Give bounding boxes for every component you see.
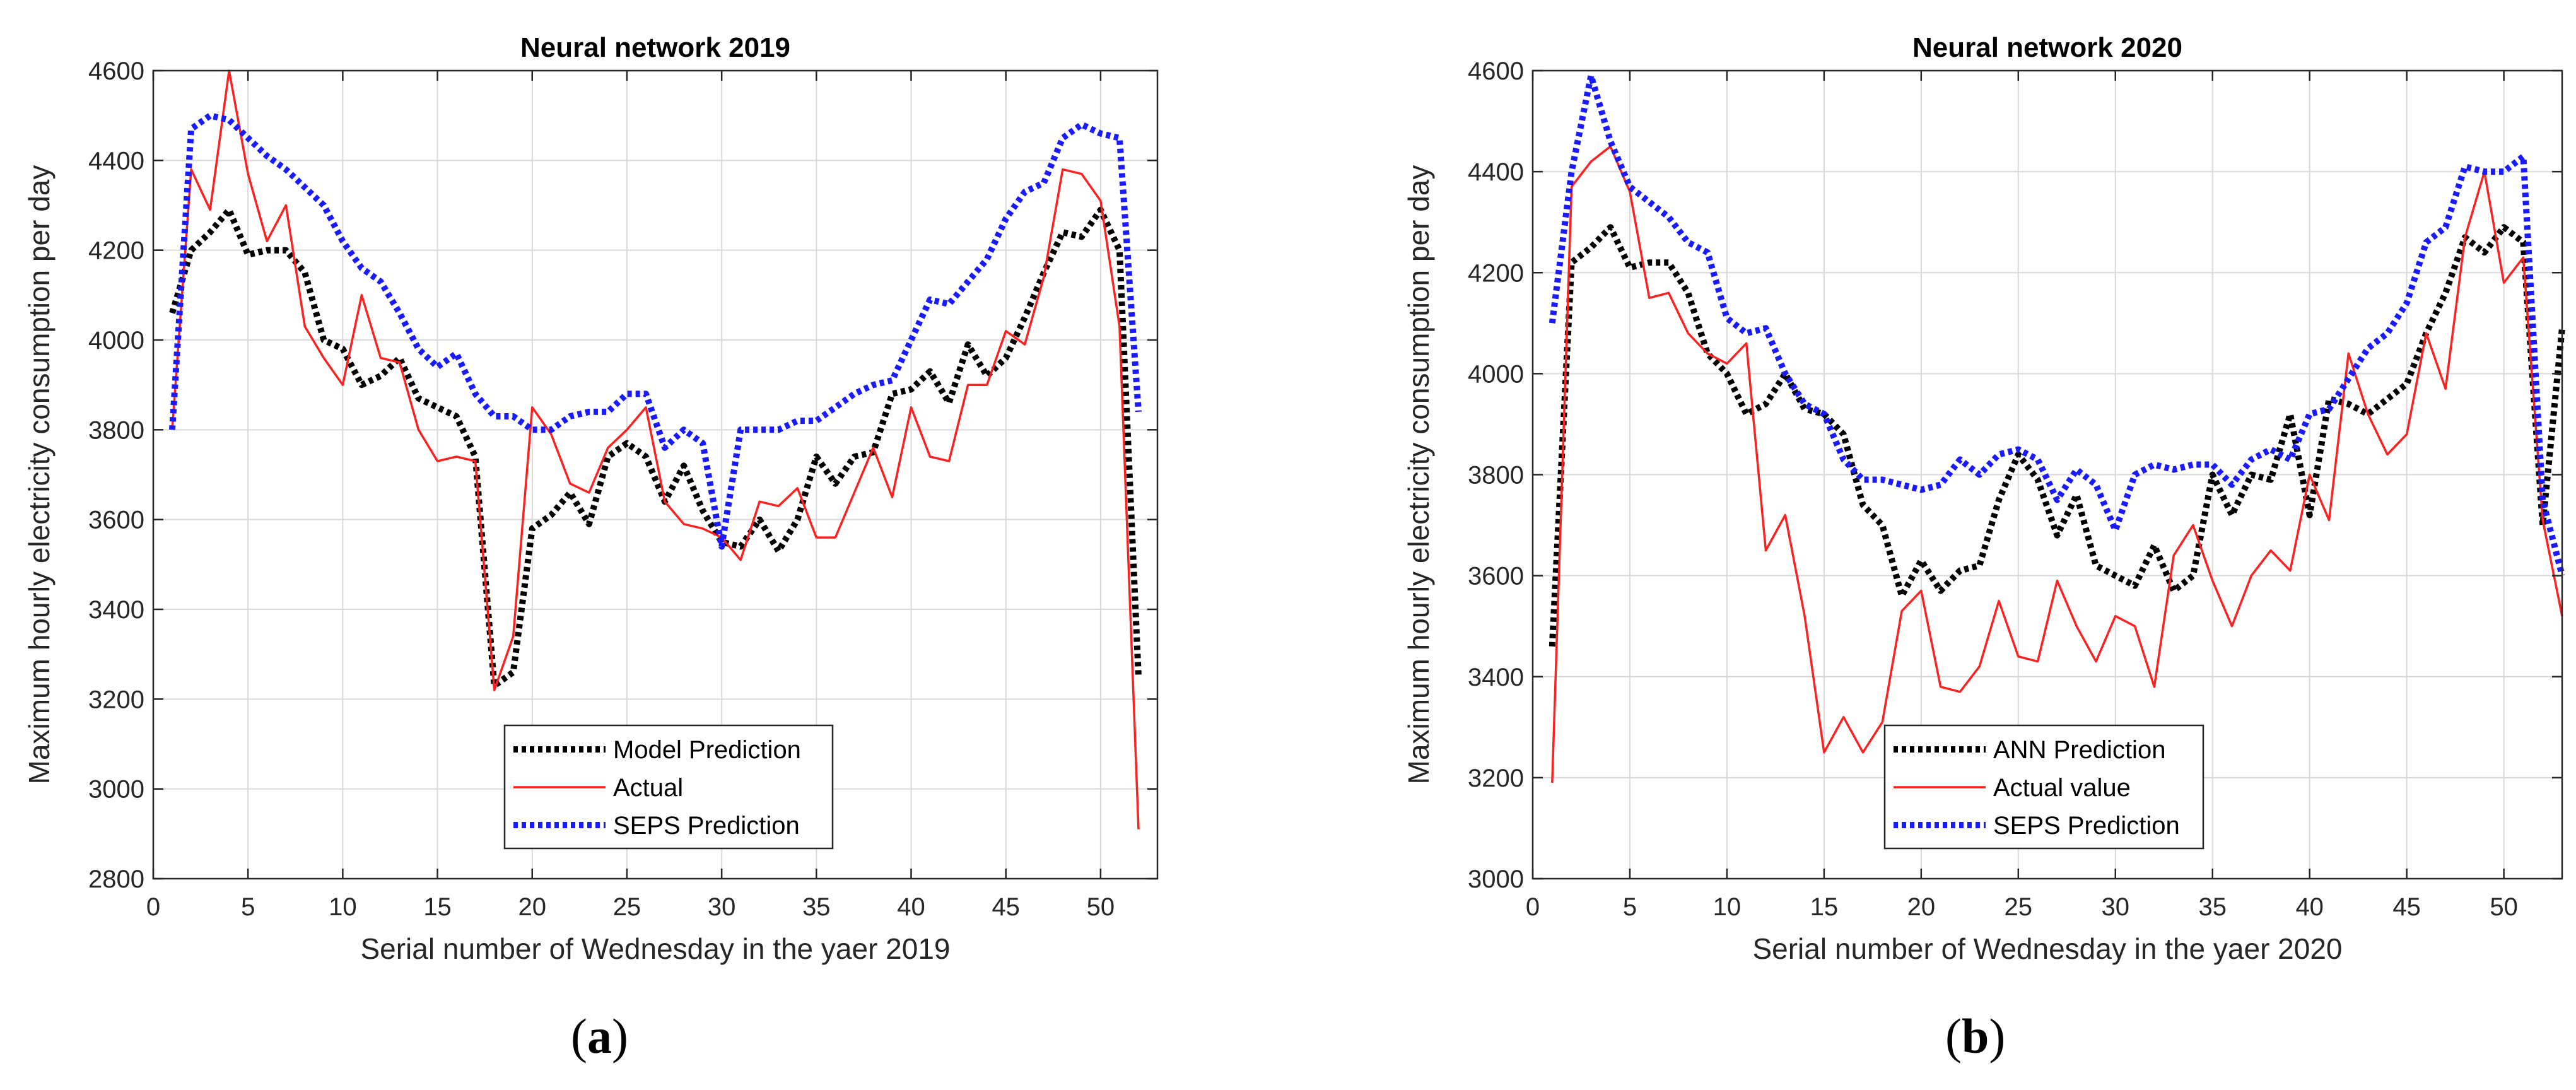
x-tick-label: 40 [2295,893,2324,921]
y-tick-label: 2800 [88,865,144,893]
x-tick-label: 5 [1623,893,1637,921]
x-tick-label: 40 [897,893,925,921]
y-axis-label: Maximum hourly electricity consumption p… [23,165,56,785]
x-tick-label: 50 [1087,893,1115,921]
series-line-model-prediction [169,206,1142,689]
y-tick-label: 4200 [1468,259,1524,287]
y-tick-label: 3600 [88,507,144,534]
y-tick-label: 3600 [1468,563,1524,590]
y-axis-label: Maximum hourly electricity consumption p… [1402,165,1435,785]
x-tick-label: 20 [1907,893,1936,921]
x-tick-label: 45 [2392,893,2421,921]
legend-label: Actual [613,774,683,802]
legend-label: ANN Prediction [1993,736,2165,764]
x-tick-label: 0 [1526,893,1540,921]
y-tick-label: 3800 [1468,462,1524,489]
chart-2: 0 5 10 15 20 25 30 35 40 45 50 3000 3200 3400 3600 3800… [1402,32,2565,965]
y-tick-label: 3200 [88,686,144,713]
legend-label: SEPS Prediction [1993,812,2180,840]
x-axis-label: Serial number of Wednesday in the yaer 2… [1752,932,2342,965]
series-line-actual-value [1551,145,2563,783]
y-tick-label: 4000 [1468,360,1524,388]
x-tick-label: 5 [241,893,255,921]
axes-frame [152,69,1159,880]
x-tick-label: 15 [1810,893,1839,921]
x-axis-label: Serial number of Wednesday in the yaer 2… [360,932,950,965]
x-tick-label: 30 [708,893,736,921]
legend-label: Actual value [1993,774,2131,802]
x-tick-label: 35 [2198,893,2227,921]
y-tick-label: 3000 [88,776,144,804]
legend: ANN Prediction Actual value SEPS Predictio… [1883,724,2204,850]
series-line-ann-prediction [1549,224,2565,647]
y-tick-label: 3400 [88,596,144,624]
legend: Model Prediction Actual SEPS Prediction [503,724,834,850]
chart-title: Neural network 2020 [1912,32,2182,63]
x-tick-label: 20 [518,893,547,921]
chart-1: 0 5 10 15 20 25 30 35 40 45 50 2800 3000 3200 3400 3600… [23,32,1159,965]
x-tick-label: 25 [2005,893,2033,921]
x-tick-label: 10 [329,893,357,921]
x-tick-label: 35 [802,893,831,921]
x-tick-label: 10 [1713,893,1742,921]
y-tick-label: 3800 [88,416,144,444]
y-tick-label: 4600 [88,57,144,85]
y-tick-label: 4200 [88,237,144,265]
x-tick-label: 0 [146,893,160,921]
x-tick-label: 50 [2490,893,2518,921]
x-tick-label: 30 [2102,893,2130,921]
caption-b: (b) [1945,1009,2006,1064]
series-line-actual [171,69,1140,829]
x-tick-label: 25 [613,893,641,921]
y-tick-label: 3400 [1468,664,1524,691]
x-tick-label: 15 [423,893,452,921]
caption-a: (a) [571,1009,628,1064]
x-tick-label: 45 [992,893,1020,921]
legend-label: SEPS Prediction [613,812,800,840]
chart-title: Neural network 2019 [520,32,790,63]
legend-label: Model Prediction [613,736,801,764]
y-tick-label: 3200 [1468,765,1524,792]
y-tick-label: 4400 [1468,158,1524,186]
series-line-seps-prediction [1549,73,2565,577]
y-tick-label: 4400 [88,147,144,175]
series-line-seps-prediction [169,112,1142,550]
y-tick-label: 4600 [1468,57,1524,85]
y-tick-label: 3000 [1468,865,1524,893]
y-tick-label: 4000 [88,327,144,355]
